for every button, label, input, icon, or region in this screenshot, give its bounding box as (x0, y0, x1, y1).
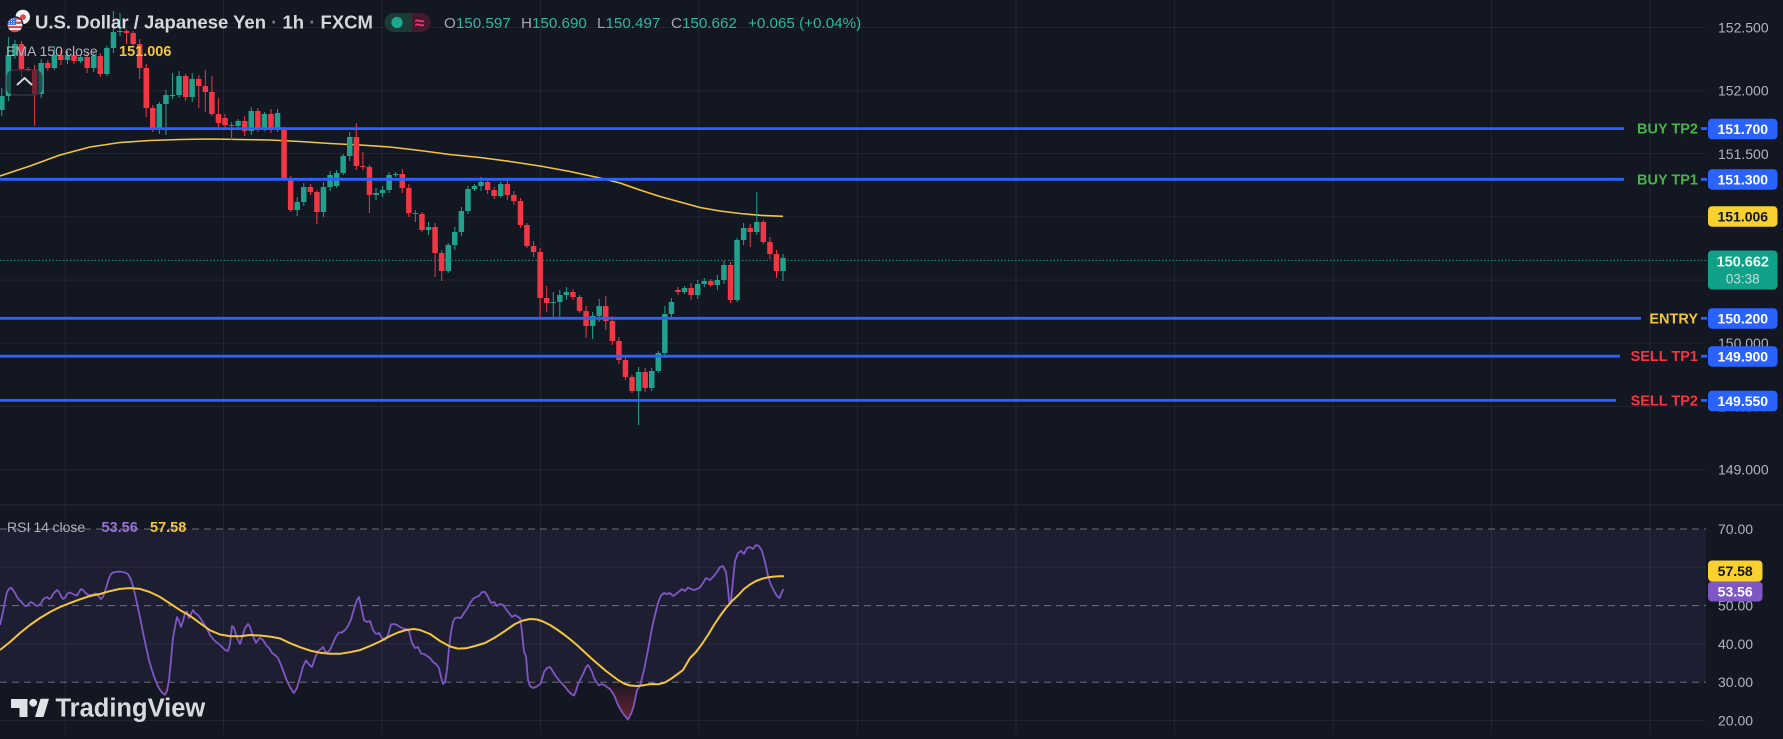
svg-text:151.300: 151.300 (1717, 172, 1768, 188)
svg-text:40.00: 40.00 (1718, 636, 1753, 652)
svg-text:70.00: 70.00 (1718, 521, 1753, 537)
svg-text:149.550: 149.550 (1717, 393, 1768, 409)
svg-text:150.200: 150.200 (1717, 311, 1768, 327)
svg-text:03:38: 03:38 (1726, 272, 1760, 287)
svg-text:152.500: 152.500 (1718, 20, 1769, 36)
svg-text:TradingView: TradingView (56, 695, 206, 723)
svg-text:SELL TP2: SELL TP2 (1631, 393, 1698, 409)
svg-text:151.500: 151.500 (1718, 146, 1769, 162)
svg-text:30.00: 30.00 (1718, 674, 1753, 690)
svg-text:SELL TP1: SELL TP1 (1631, 349, 1698, 365)
svg-text:152.000: 152.000 (1718, 83, 1769, 99)
svg-text:BUY TP1: BUY TP1 (1637, 172, 1698, 188)
svg-text:≈: ≈ (415, 14, 424, 33)
svg-text:50.00: 50.00 (1718, 598, 1753, 614)
svg-text:149.000: 149.000 (1718, 462, 1769, 478)
svg-text:U.S. Dollar / Japanese Yen · 1: U.S. Dollar / Japanese Yen · 1h · FXCM (35, 12, 373, 33)
svg-text:151.700: 151.700 (1717, 121, 1768, 137)
svg-text:BUY TP2: BUY TP2 (1637, 122, 1698, 138)
svg-text:53.56: 53.56 (1718, 584, 1753, 600)
svg-text:149.900: 149.900 (1717, 349, 1768, 365)
svg-text:151.006: 151.006 (1717, 209, 1768, 225)
svg-text:ENTRY: ENTRY (1649, 311, 1698, 327)
svg-text:20.00: 20.00 (1718, 713, 1753, 729)
svg-text:150.662: 150.662 (1717, 255, 1769, 271)
svg-text:57.58: 57.58 (1718, 563, 1753, 579)
